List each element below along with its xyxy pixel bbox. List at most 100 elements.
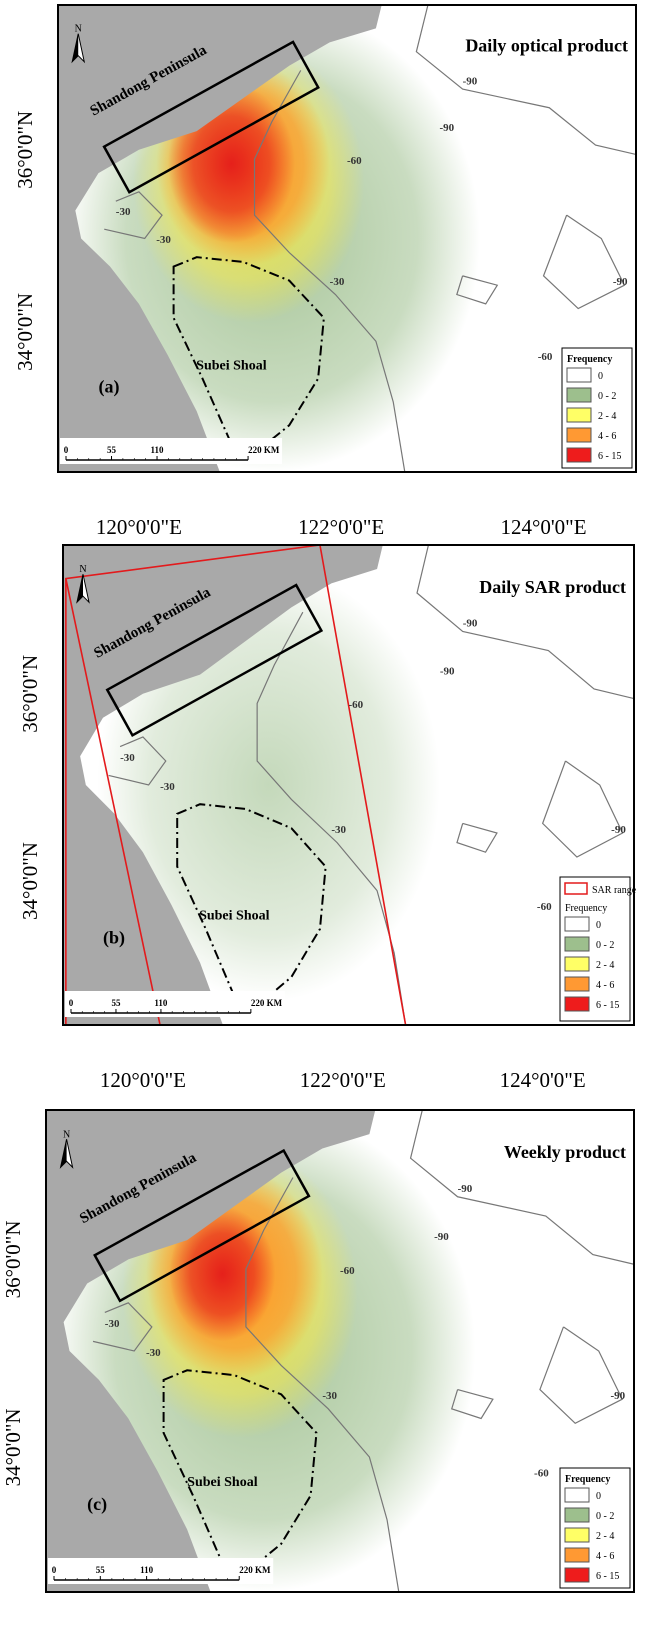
north-label: N (79, 564, 86, 575)
legend-title: Frequency (565, 903, 607, 914)
legend-swatch (565, 1548, 589, 1562)
scale-label: 55 (107, 445, 117, 455)
lon-label: 122°0'0"E (298, 515, 384, 539)
figure: Shandong PeninsulaSubei Shoal-90-90-60-3… (0, 0, 664, 1636)
depth-label: -30 (160, 781, 175, 793)
depth-label: -60 (340, 1265, 355, 1277)
legend-title: Frequency (565, 1474, 610, 1485)
legend-title: Frequency (567, 354, 612, 365)
north-label: N (63, 1129, 70, 1140)
scale-label: 0 (64, 445, 69, 455)
legend-label: 0 (598, 371, 603, 382)
legend-swatch (567, 408, 591, 422)
scale-label: 0 (69, 998, 74, 1008)
legend-label: 2 - 4 (596, 960, 614, 971)
scale-label: 0 (52, 1565, 57, 1575)
depth-label: -90 (610, 1390, 625, 1402)
depth-label: -60 (538, 351, 553, 363)
legend-swatch (565, 1528, 589, 1542)
legend-swatch (567, 428, 591, 442)
scale-label: 110 (154, 998, 168, 1008)
panel-label: (c) (87, 1494, 107, 1515)
depth-label: -60 (349, 699, 364, 711)
scale-label: 220 KM (248, 445, 280, 455)
depth-label: -30 (330, 276, 345, 288)
lon-label: 124°0'0"E (500, 515, 586, 539)
legend-label: 0 (596, 1491, 601, 1502)
depth-label: -90 (434, 1231, 449, 1243)
lon-label: 122°0'0"E (300, 1068, 386, 1092)
lat-label: 36°0'0"N (1, 1220, 25, 1298)
depth-label: -30 (120, 752, 135, 764)
depth-label: -60 (347, 155, 362, 167)
depth-label: -90 (458, 1183, 473, 1195)
legend-swatch (567, 388, 591, 402)
depth-label: -60 (534, 1467, 549, 1479)
legend-swatch (565, 883, 587, 894)
scale-label: 55 (96, 1565, 106, 1575)
legend-label: 6 - 15 (596, 1000, 619, 1011)
scale-label: 110 (140, 1565, 154, 1575)
legend-swatch (567, 448, 591, 462)
depth-label: -90 (463, 75, 478, 87)
depth-label: -90 (439, 122, 454, 134)
depth-label: -30 (105, 1318, 120, 1330)
lat-label: 34°0'0"N (1, 1408, 25, 1486)
panel-title: Daily optical product (465, 36, 628, 56)
legend-swatch (565, 957, 589, 971)
legend-label: 2 - 4 (598, 411, 616, 422)
depth-label: -90 (440, 666, 455, 678)
scale-label: 110 (151, 445, 165, 455)
panel-label: (b) (103, 927, 125, 948)
depth-label: -60 (537, 901, 552, 913)
legend-swatch (565, 1508, 589, 1522)
place-label: Subei Shoal (187, 1475, 258, 1490)
depth-label: -90 (463, 618, 478, 630)
lat-label: 34°0'0"N (13, 293, 37, 371)
legend-label: 4 - 6 (598, 431, 616, 442)
north-label: N (75, 24, 82, 35)
panel-title: Weekly product (504, 1142, 626, 1162)
depth-label: -90 (613, 276, 628, 288)
legend-swatch (565, 1488, 589, 1502)
depth-label: -30 (146, 1347, 161, 1359)
legend-swatch (565, 997, 589, 1011)
legend-swatch (565, 937, 589, 951)
legend-label: SAR range (592, 885, 637, 896)
place-label: Subei Shoal (199, 908, 270, 923)
lat-label: 34°0'0"N (18, 842, 42, 920)
depth-label: -30 (116, 206, 131, 218)
map-content: Shandong PeninsulaSubei Shoal-90-90-60-3… (58, 5, 636, 472)
lat-label: 36°0'0"N (13, 111, 37, 189)
panel-label: (a) (98, 377, 119, 398)
depth-label: -90 (611, 824, 626, 836)
legend-swatch (565, 917, 589, 931)
scale-label: 220 KM (251, 998, 283, 1008)
place-label: Subei Shoal (196, 358, 267, 373)
lon-label: 120°0'0"E (96, 515, 182, 539)
legend-label: 0 - 2 (598, 391, 616, 402)
legend-label: 0 - 2 (596, 1511, 614, 1522)
lat-label: 36°0'0"N (18, 655, 42, 733)
legend-label: 0 (596, 920, 601, 931)
scale-label: 55 (111, 998, 121, 1008)
map-panel: Shandong PeninsulaSubei Shoal-90-90-60-3… (18, 545, 637, 1092)
depth-label: -30 (331, 824, 346, 836)
legend-label: 4 - 6 (596, 980, 614, 991)
depth-label: -30 (322, 1390, 337, 1402)
lon-label: 120°0'0"E (100, 1068, 186, 1092)
map-content: Shandong PeninsulaSubei Shoal-90-90-60-3… (63, 545, 634, 1025)
legend-label: 6 - 15 (598, 451, 621, 462)
legend-swatch (565, 977, 589, 991)
panel-title: Daily SAR product (479, 577, 626, 597)
legend-swatch (565, 1568, 589, 1582)
lon-label: 124°0'0"E (500, 1068, 586, 1092)
depth-label: -30 (156, 234, 171, 246)
legend-label: 2 - 4 (596, 1531, 614, 1542)
legend-label: 6 - 15 (596, 1571, 619, 1582)
legend-swatch (567, 368, 591, 382)
legend-label: 4 - 6 (596, 1551, 614, 1562)
